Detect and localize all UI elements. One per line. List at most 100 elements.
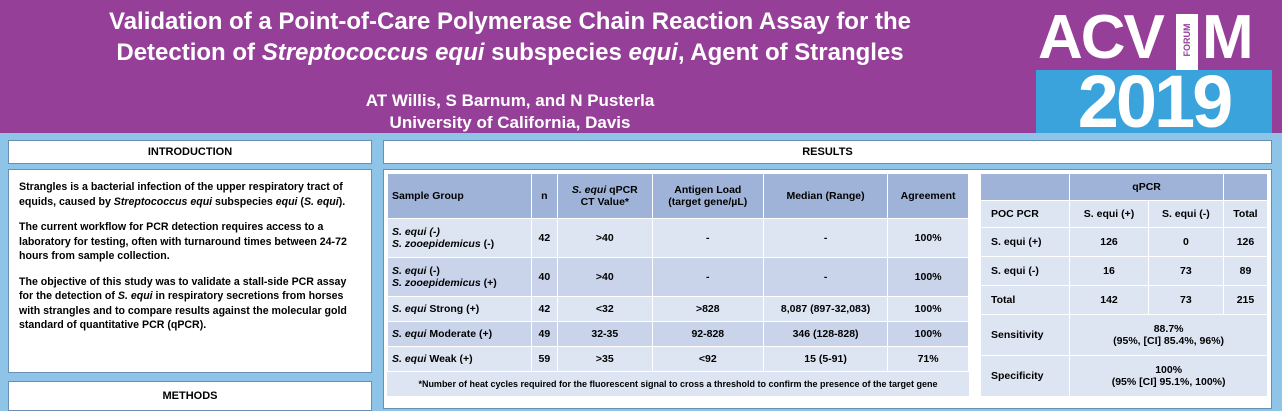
text: <92 — [698, 353, 717, 365]
text: qPCR — [606, 184, 638, 196]
text: Sample Group — [392, 190, 464, 202]
italic-text: S. zooepidemicus — [392, 238, 481, 250]
paragraph: Strangles is a bacterial infection of th… — [19, 180, 361, 209]
cell-line: 100% — [1074, 364, 1263, 376]
text: 100% — [914, 271, 942, 283]
table-cell: S. equi (-) S. zooepidemicus (+) — [387, 257, 532, 297]
table-cell: - — [651, 218, 764, 258]
cell-line: S. equi Moderate (+) — [392, 328, 527, 340]
results-body: Sample Group n S. equi qPCR CT Value* Antige… — [383, 169, 1272, 409]
table-cell: S. equi Weak (+) — [387, 346, 532, 372]
empty-cell — [979, 173, 1071, 201]
text: 59 — [538, 353, 551, 365]
logo-bar: FORUM — [1176, 14, 1198, 70]
cell-line: S. equi (-) — [392, 265, 527, 277]
italic-text: S. equi (-) — [392, 226, 440, 238]
italic-text: S. equi — [571, 184, 607, 196]
column-header: S. equi (+) — [1069, 200, 1149, 228]
cell-line: S. zooepidemicus (+) — [392, 277, 527, 289]
table-cell: 100% — [887, 218, 969, 258]
italic-text: S. equi — [117, 290, 153, 302]
text: Antigen Load — [674, 184, 742, 196]
text: 100% — [914, 232, 942, 244]
authors: AT Willis, S Barnum, and N Pusterla Univ… — [0, 90, 1020, 134]
text: 71% — [917, 353, 939, 365]
table-cell: 346 (128-828) — [762, 321, 889, 347]
section-heading: METHODS — [8, 381, 372, 411]
text: 8,087 (897-32,083) — [780, 303, 871, 315]
table-cell: 8,087 (897-32,083) — [762, 296, 889, 322]
paragraph: The current workflow for PCR detection r… — [19, 220, 361, 264]
stat-row: Sensitivity 88.7% (95%, [CI] 85.4%, 96%) — [979, 314, 1268, 356]
section-heading: INTRODUCTION — [8, 140, 372, 164]
table-cell: 73 — [1147, 285, 1224, 315]
text: Median (Range) — [786, 190, 865, 202]
text: subspecies — [212, 195, 276, 208]
table-cell: 126 — [1222, 227, 1269, 257]
table-cell: >40 — [556, 257, 653, 297]
header-row: POC PCR S. equi (+) S. equi (-) Total — [979, 200, 1269, 228]
logo-text: M — [1202, 3, 1254, 72]
italic-text: S. zooepidemicus — [392, 277, 481, 289]
table-row: S. equi Strong (+) 42 <32 >828 8,087 (897-32… — [387, 296, 969, 322]
text: 100% — [1155, 364, 1183, 376]
table-cell: 15 (5-91) — [762, 346, 889, 372]
text: Agreement — [900, 190, 956, 202]
table-cell: S. equi Strong (+) — [387, 296, 532, 322]
table-cell: 92-828 — [651, 321, 764, 347]
text: >40 — [595, 271, 614, 283]
table-cell: >828 — [651, 296, 764, 322]
contingency-table: qPCR POC PCR S. equi (+) S. equi (-) Total S.… — [979, 173, 1269, 397]
cell-line: Antigen Load — [657, 184, 759, 196]
table-cell: 126 — [1069, 227, 1149, 257]
table-cell: 16 — [1069, 256, 1149, 286]
logo: ACV FORUM M 2019 — [1036, 3, 1272, 139]
text: >35 — [595, 353, 614, 365]
column-header: Sample Group — [387, 173, 532, 219]
text: 346 (128-828) — [792, 328, 859, 340]
table-cell: - — [651, 257, 764, 297]
table-cell: 71% — [887, 346, 969, 372]
text: 100% — [914, 303, 942, 315]
italic-text: equi — [275, 195, 298, 208]
logo-year: 2019 — [1036, 65, 1272, 139]
column-header: POC PCR — [979, 200, 1071, 228]
table-cell: 215 — [1222, 285, 1269, 315]
table-cell: 142 — [1069, 285, 1149, 315]
author-names: AT Willis, S Barnum, and N Pusterla — [365, 91, 655, 110]
table-cell: 100% — [887, 321, 969, 347]
table-cell: - — [762, 257, 889, 297]
cell-line: S. equi Weak (+) — [392, 353, 527, 365]
table-row: S. equi Weak (+) 59 >35 <92 15 (5-91) 71% — [387, 346, 969, 372]
header-row: Sample Group n S. equi qPCR CT Value* Antige… — [387, 173, 969, 219]
table-cell: - — [762, 218, 889, 258]
footnote: *Number of heat cycles required for the … — [387, 372, 969, 396]
cell-line: CT Value* — [562, 196, 648, 208]
text: Strong (+) — [426, 303, 480, 315]
affiliation: University of California, Davis — [389, 113, 631, 132]
table-cell: 40 — [530, 257, 558, 297]
table-cell: S. equi Moderate (+) — [387, 321, 532, 347]
results-table: Sample Group n S. equi qPCR CT Value* Antige… — [387, 173, 969, 372]
table-row: S. equi (-) 16 73 89 — [979, 256, 1269, 286]
text: (-) — [426, 265, 440, 277]
cell-line: 88.7% — [1074, 323, 1263, 335]
italic-text: equi — [628, 39, 678, 66]
text: 32-35 — [591, 328, 619, 340]
text: Moderate (+) — [426, 328, 493, 340]
text: The current workflow for PCR detection r… — [19, 221, 347, 262]
title-line: Validation of a Point-of-Care Polymerase… — [109, 8, 911, 35]
text: ( — [297, 195, 304, 208]
text: Detection of — [116, 39, 262, 66]
table-cell: 0 — [1147, 227, 1224, 257]
italic-text: S. equi — [392, 353, 427, 365]
text: >40 — [595, 232, 614, 244]
table-cell: 89 — [1222, 256, 1269, 286]
text: 42 — [538, 303, 551, 315]
italic-text: S. equi — [392, 265, 427, 277]
empty-cell — [1222, 173, 1269, 201]
text: - — [823, 232, 828, 244]
table-row: Total 142 73 215 — [979, 285, 1269, 315]
title-line: Detection of Streptococcus equi subspeci… — [0, 37, 1020, 68]
